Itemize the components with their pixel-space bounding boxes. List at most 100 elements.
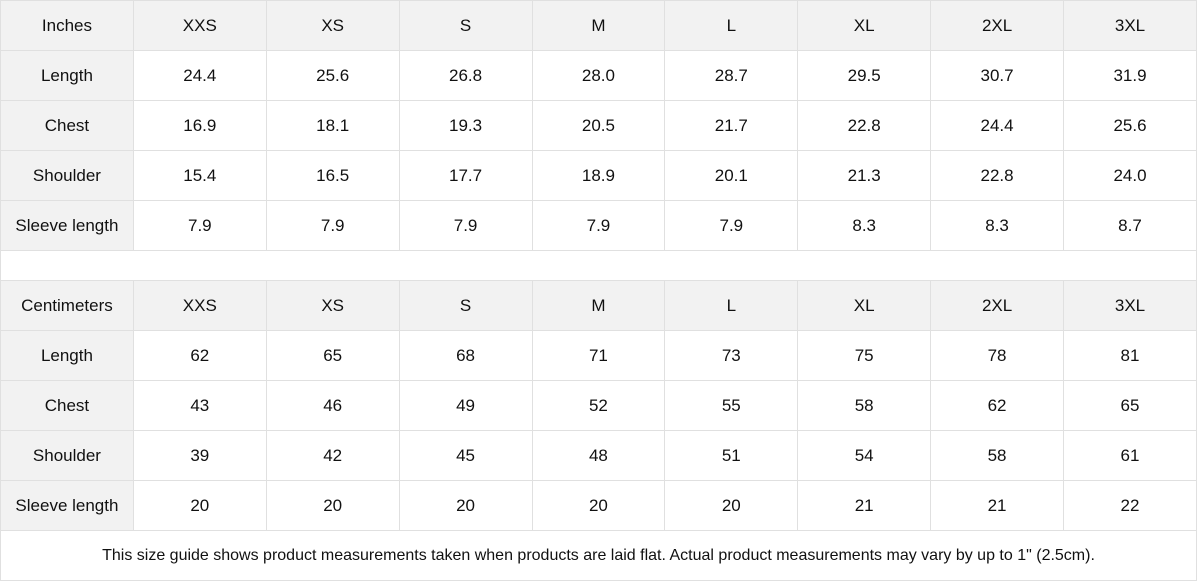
measurement-label: Chest xyxy=(0,100,134,151)
measurement-value: 54 xyxy=(797,430,932,481)
measurement-value: 65 xyxy=(1063,380,1197,431)
table-row: Sleeve length 7.9 7.9 7.9 7.9 7.9 8.3 8.3 8.7 xyxy=(0,200,1197,251)
size-header: XL xyxy=(797,0,932,51)
measurement-value: 8.3 xyxy=(930,200,1064,251)
measurement-value: 24.0 xyxy=(1063,150,1197,201)
measurement-value: 25.6 xyxy=(1063,100,1197,151)
measurement-value: 62 xyxy=(930,380,1064,431)
measurement-value: 39 xyxy=(132,430,267,481)
measurement-value: 55 xyxy=(664,380,799,431)
unit-label: Inches xyxy=(0,0,134,51)
size-header: M xyxy=(531,0,666,51)
measurement-value: 17.7 xyxy=(398,150,533,201)
measurement-value: 8.3 xyxy=(797,200,932,251)
size-header: XXS xyxy=(132,280,267,331)
measurement-value: 22.8 xyxy=(930,150,1064,201)
measurement-label: Sleeve length xyxy=(0,200,134,251)
measurement-value: 75 xyxy=(797,330,932,381)
size-header: S xyxy=(398,280,533,331)
measurement-value: 31.9 xyxy=(1063,50,1197,101)
measurement-value: 16.9 xyxy=(132,100,267,151)
measurement-label: Sleeve length xyxy=(0,480,134,531)
measurement-value: 7.9 xyxy=(664,200,799,251)
spacer-row xyxy=(0,250,1197,281)
measurement-value: 58 xyxy=(797,380,932,431)
measurement-value: 20 xyxy=(664,480,799,531)
measurement-value: 18.1 xyxy=(265,100,400,151)
measurement-label: Chest xyxy=(0,380,134,431)
measurement-value: 20.5 xyxy=(531,100,666,151)
measurement-label: Shoulder xyxy=(0,430,134,481)
measurement-value: 30.7 xyxy=(930,50,1064,101)
measurement-value: 43 xyxy=(132,380,267,431)
measurement-value: 7.9 xyxy=(265,200,400,251)
table-row: Shoulder 39 42 45 48 51 54 58 61 xyxy=(0,430,1197,481)
measurement-value: 15.4 xyxy=(132,150,267,201)
measurement-value: 68 xyxy=(398,330,533,381)
footer-row: This size guide shows product measuremen… xyxy=(0,530,1197,581)
measurement-value: 24.4 xyxy=(930,100,1064,151)
measurement-value: 24.4 xyxy=(132,50,267,101)
measurement-value: 45 xyxy=(398,430,533,481)
size-header: XS xyxy=(265,0,400,51)
measurement-value: 46 xyxy=(265,380,400,431)
measurement-value: 20.1 xyxy=(664,150,799,201)
measurement-value: 58 xyxy=(930,430,1064,481)
measurement-value: 51 xyxy=(664,430,799,481)
measurement-value: 52 xyxy=(531,380,666,431)
size-header: 3XL xyxy=(1063,0,1197,51)
measurement-value: 20 xyxy=(265,480,400,531)
measurement-value: 49 xyxy=(398,380,533,431)
measurement-value: 7.9 xyxy=(531,200,666,251)
size-header: L xyxy=(664,0,799,51)
centimeters-header-row: Centimeters XXS XS S M L XL 2XL 3XL xyxy=(0,280,1197,331)
table-row: Sleeve length 20 20 20 20 20 21 21 22 xyxy=(0,480,1197,531)
measurement-value: 26.8 xyxy=(398,50,533,101)
measurement-value: 21 xyxy=(797,480,932,531)
measurement-value: 19.3 xyxy=(398,100,533,151)
measurement-value: 8.7 xyxy=(1063,200,1197,251)
measurement-value: 22 xyxy=(1063,480,1197,531)
spacer xyxy=(0,250,1197,281)
table-row: Length 24.4 25.6 26.8 28.0 28.7 29.5 30.7 31.9 xyxy=(0,50,1197,101)
measurement-value: 81 xyxy=(1063,330,1197,381)
table-row: Chest 43 46 49 52 55 58 62 65 xyxy=(0,380,1197,431)
table-row: Shoulder 15.4 16.5 17.7 18.9 20.1 21.3 22.8 24.0 xyxy=(0,150,1197,201)
measurement-value: 29.5 xyxy=(797,50,932,101)
measurement-value: 78 xyxy=(930,330,1064,381)
footer-note: This size guide shows product measuremen… xyxy=(0,530,1197,581)
inches-header-row: Inches XXS XS S M L XL 2XL 3XL xyxy=(0,0,1197,51)
measurement-value: 22.8 xyxy=(797,100,932,151)
measurement-value: 65 xyxy=(265,330,400,381)
measurement-label: Length xyxy=(0,330,134,381)
size-header: XS xyxy=(265,280,400,331)
measurement-value: 18.9 xyxy=(531,150,666,201)
measurement-value: 21 xyxy=(930,480,1064,531)
measurement-value: 25.6 xyxy=(265,50,400,101)
measurement-value: 61 xyxy=(1063,430,1197,481)
size-header: XL xyxy=(797,280,932,331)
measurement-value: 20 xyxy=(531,480,666,531)
table-row: Chest 16.9 18.1 19.3 20.5 21.7 22.8 24.4 25.6 xyxy=(0,100,1197,151)
table-row: Length 62 65 68 71 73 75 78 81 xyxy=(0,330,1197,381)
measurement-value: 48 xyxy=(531,430,666,481)
size-header: L xyxy=(664,280,799,331)
size-header: 2XL xyxy=(930,280,1064,331)
measurement-value: 21.7 xyxy=(664,100,799,151)
unit-label: Centimeters xyxy=(0,280,134,331)
size-header: S xyxy=(398,0,533,51)
measurement-value: 20 xyxy=(398,480,533,531)
measurement-value: 20 xyxy=(132,480,267,531)
size-header: XXS xyxy=(132,0,267,51)
size-header: 3XL xyxy=(1063,280,1197,331)
measurement-value: 28.7 xyxy=(664,50,799,101)
measurement-label: Shoulder xyxy=(0,150,134,201)
size-header: M xyxy=(531,280,666,331)
measurement-value: 7.9 xyxy=(132,200,267,251)
measurement-value: 21.3 xyxy=(797,150,932,201)
measurement-value: 7.9 xyxy=(398,200,533,251)
measurement-value: 73 xyxy=(664,330,799,381)
measurement-value: 71 xyxy=(531,330,666,381)
measurement-value: 28.0 xyxy=(531,50,666,101)
